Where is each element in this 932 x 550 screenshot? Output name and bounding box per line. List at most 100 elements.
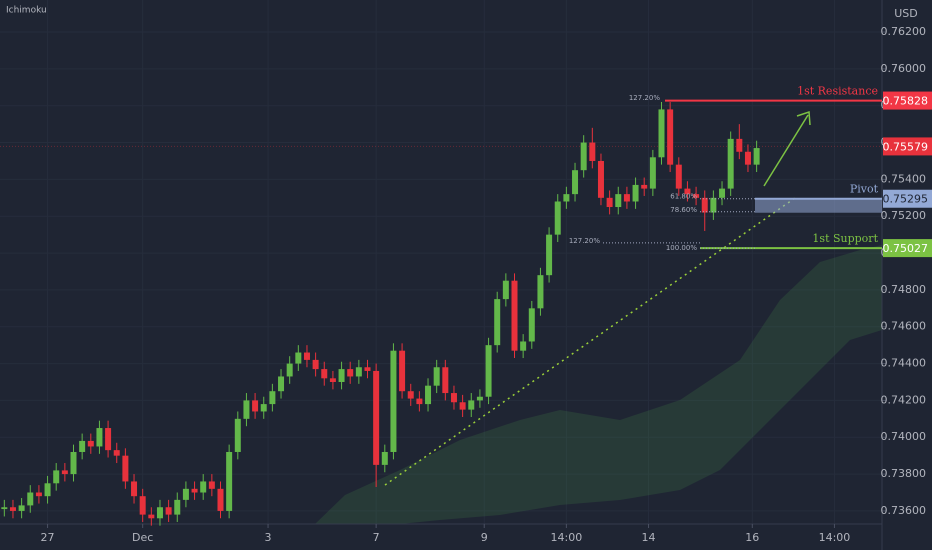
level-label: 0.75027 (883, 242, 929, 255)
candle-body (217, 488, 224, 511)
indicator-label: Ichimoku (6, 6, 47, 16)
candle-body (675, 164, 682, 189)
y-tick-label: 0.75400 (881, 172, 927, 185)
level-name: 1st Resistance (797, 85, 878, 98)
candle-body (87, 440, 94, 447)
candle-body (719, 188, 726, 198)
candle-body (303, 352, 310, 360)
level-badge (883, 239, 932, 258)
y-tick-label: 0.74400 (881, 357, 927, 370)
candle-body (649, 157, 656, 189)
y-tick-label: 0.76000 (881, 62, 927, 75)
x-tick-label: 16 (745, 531, 759, 544)
currency-label: USD (894, 7, 918, 20)
candle-body (572, 170, 579, 195)
candle-body (243, 400, 250, 419)
candle-body (589, 142, 596, 161)
candle-body (96, 428, 103, 447)
candle-body (623, 194, 630, 202)
candle-body (182, 488, 189, 500)
level-name: 1st Support (812, 232, 878, 245)
candle-body (554, 201, 561, 235)
candle-body (200, 481, 207, 493)
fib-label: 78.60% (670, 206, 697, 214)
candle-body (321, 369, 328, 379)
candle-body (546, 234, 553, 276)
candle-body (61, 470, 68, 475)
candle-body (502, 280, 509, 300)
candle-body (485, 345, 492, 397)
candle-body (260, 404, 267, 412)
candle-body (252, 400, 259, 412)
x-tick-label: 9 (481, 531, 488, 544)
ichimoku-cloud (315, 245, 882, 524)
y-tick-label: 0.76200 (881, 25, 927, 38)
candle-body (44, 483, 51, 497)
candle-body (641, 184, 648, 189)
level-label: 0.75828 (883, 95, 929, 108)
candle-body (1, 507, 8, 510)
pivot-badge (883, 189, 932, 208)
candle-body (450, 393, 457, 403)
candle-body (433, 367, 440, 386)
candle-body (286, 363, 293, 377)
y-tick-label: 0.74800 (881, 283, 927, 296)
candle-body (684, 188, 691, 195)
candle-body (373, 370, 380, 465)
x-tick-label: 14:00 (819, 531, 851, 544)
candle-body (658, 109, 665, 158)
x-tick-label: 14 (642, 531, 656, 544)
candle-body (425, 385, 432, 405)
candle-body (693, 194, 700, 198)
candle-body (580, 142, 587, 171)
candle-body (70, 451, 77, 475)
candle-body (528, 308, 535, 342)
candle-body (615, 194, 622, 208)
candle-body (105, 428, 112, 451)
candle-body (174, 499, 181, 515)
arrow-head (796, 110, 811, 126)
candle-body (442, 367, 449, 394)
fib-label: 127.20% (569, 237, 600, 245)
candle-body (701, 197, 708, 213)
candle-body (27, 492, 34, 506)
candle-body (79, 440, 86, 452)
candle-body (727, 138, 734, 189)
candle-body (511, 280, 518, 351)
candle-body (563, 194, 570, 202)
candle-body (113, 450, 120, 456)
level-name: Pivot (850, 183, 879, 196)
fib-label: 100.00% (666, 244, 697, 252)
candle-body (278, 376, 285, 392)
x-tick-label: 14:00 (551, 531, 583, 544)
candle-body (295, 352, 302, 364)
candle-body (156, 507, 163, 519)
pivot-label: 0.75295 (883, 193, 929, 206)
candle-body (131, 481, 138, 497)
x-tick-label: 3 (265, 531, 272, 544)
candle-body (537, 275, 544, 309)
y-tick-label: 0.74000 (881, 430, 927, 443)
candle-body (329, 378, 336, 382)
last-price-badge (883, 137, 932, 156)
candle-body (139, 496, 146, 515)
x-tick-label: 7 (373, 531, 380, 544)
candle-body (381, 451, 388, 465)
candle-body (667, 109, 674, 165)
candle-body (18, 505, 25, 511)
y-tick-label: 0.74600 (881, 320, 927, 333)
candle-body (122, 455, 129, 482)
candle-body (407, 391, 414, 399)
fib-label: 127.20% (629, 94, 660, 102)
candle-body (459, 402, 466, 410)
y-tick-label: 0.73600 (881, 504, 927, 517)
candle-body (710, 197, 717, 213)
candle-body (312, 359, 319, 370)
candle-body (234, 418, 241, 452)
x-tick-label: 27 (41, 531, 55, 544)
candle-body (468, 400, 475, 410)
candle-body (355, 367, 362, 377)
candle-body (416, 398, 423, 405)
